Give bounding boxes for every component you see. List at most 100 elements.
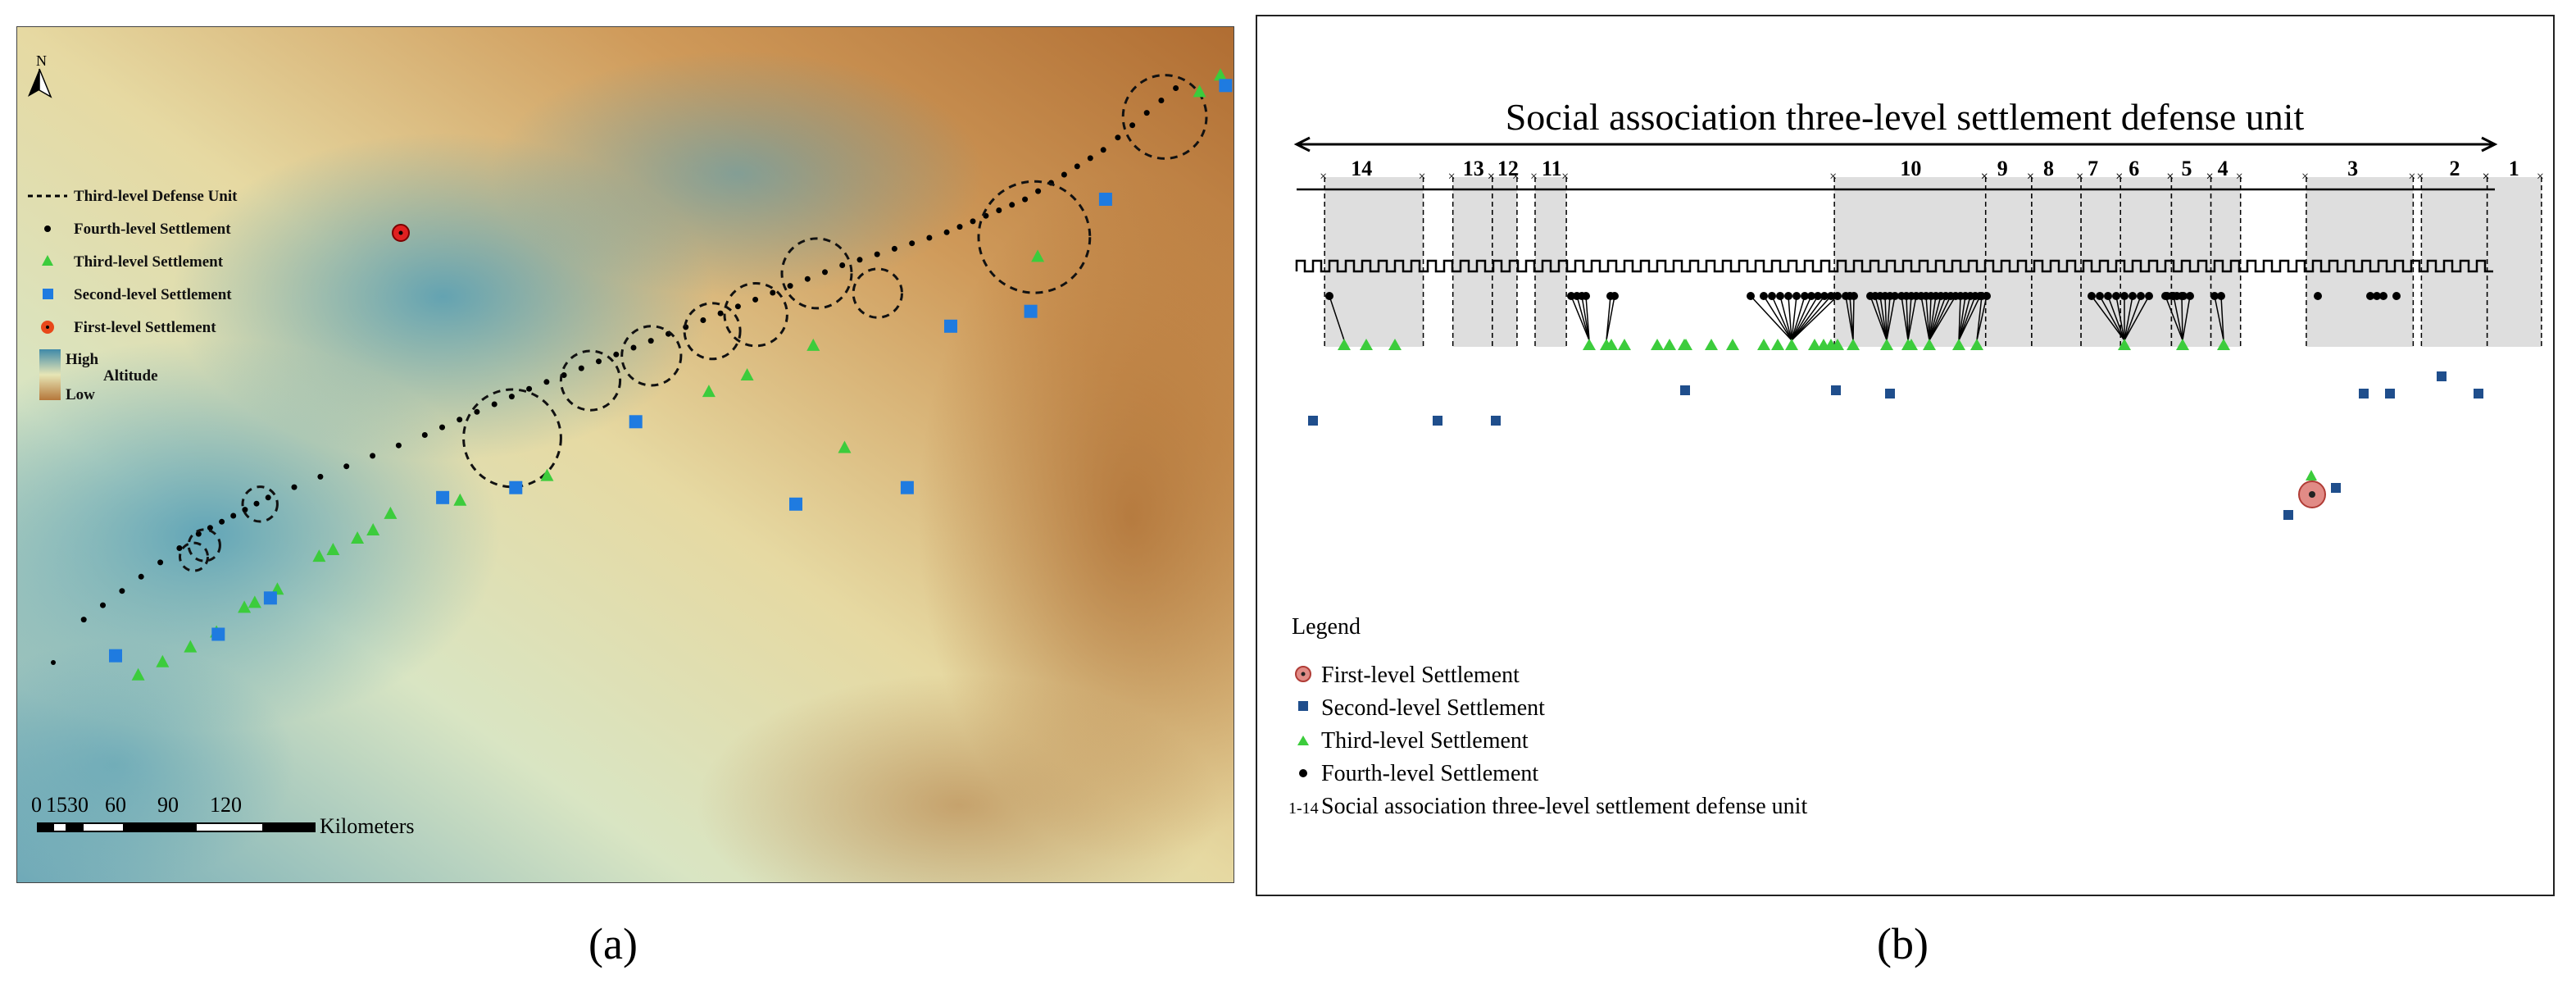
second-level-settlement — [1098, 193, 1112, 206]
settlement-link — [1585, 295, 1590, 341]
third-level-settlement — [1970, 339, 1983, 350]
fourth-level-settlement — [2210, 292, 2219, 300]
fourth-level-settlement — [1820, 292, 1829, 300]
fourth-level-settlement — [822, 269, 828, 276]
third-level-settlement — [1808, 339, 1821, 350]
third-level-settlement — [1905, 339, 1918, 350]
defense-unit-band — [2306, 177, 2414, 347]
second-level-settlement — [629, 415, 643, 429]
fourth-level-settlement — [1173, 85, 1179, 91]
third-level-settlement — [1214, 68, 1228, 81]
fourth-level-settlement — [439, 424, 445, 430]
third-level-settlement — [1605, 339, 1618, 350]
unit-tick: × — [2483, 170, 2490, 184]
third-level-settlement — [312, 549, 326, 562]
fourth-level-settlement — [457, 417, 463, 423]
legend-high: High — [66, 351, 99, 368]
fourth-level-settlement — [2096, 292, 2104, 300]
unit-tick: × — [2416, 170, 2424, 184]
second-level-settlement — [1885, 389, 1895, 399]
scale-tick: 120 — [210, 793, 242, 817]
unit-tick: × — [1829, 170, 1837, 184]
unit-tick: × — [2115, 170, 2123, 184]
settlement-link — [2173, 295, 2183, 341]
fourth-level-settlement — [1115, 134, 1121, 141]
scale-unit: Kilometers — [320, 814, 415, 838]
third-level-settlement — [1651, 339, 1664, 350]
third-level-settlement — [156, 654, 170, 667]
third-level-settlement — [540, 468, 554, 481]
settlement-link — [1788, 295, 1792, 341]
unit-tick: × — [1419, 170, 1426, 184]
settlement-link — [1791, 295, 1806, 341]
defense-unit-circle — [620, 325, 683, 387]
unit-tick: × — [1448, 170, 1456, 184]
second-level-settlement — [509, 481, 523, 494]
fourth-level-settlement — [717, 310, 724, 317]
third-level-settlement — [351, 531, 365, 544]
settlement-link — [2124, 295, 2150, 341]
fourth-level-settlement — [119, 588, 125, 594]
defense-unit-circle — [559, 349, 622, 412]
fourth-level-settlement — [2120, 292, 2128, 300]
settlement-link — [1929, 295, 1951, 341]
fourth-level-settlement — [230, 512, 237, 519]
fourth-level-settlement — [1784, 292, 1792, 300]
unit-number: 9 — [1997, 157, 2008, 180]
fourth-level-settlement — [1143, 110, 1150, 116]
settlement-links — [1329, 295, 2224, 341]
fourth-level-settlement — [1747, 292, 1755, 300]
fourth-level-settlement — [1833, 292, 1842, 300]
fourth-level-settlement — [474, 408, 480, 415]
north-label: N — [36, 52, 47, 69]
fourth-level-settlement — [734, 303, 741, 310]
fourth-level-settlement — [1807, 292, 1815, 300]
fourth-level-settlement — [1814, 292, 1822, 300]
fourth-level-settlement — [2112, 292, 2120, 300]
fourth-level-settlement — [543, 379, 550, 385]
fourth-level-settlement — [561, 372, 567, 378]
defense-unit-circle — [780, 237, 853, 310]
settlement-link — [1958, 295, 1976, 341]
fourth-level-settlement — [630, 344, 637, 351]
unit-tick: × — [2027, 170, 2034, 184]
second-level-settlement — [1831, 385, 1841, 395]
altitude-ramp — [39, 349, 61, 400]
second-level-settlement — [109, 649, 122, 663]
fourth-level-settlement — [2379, 292, 2387, 300]
fourth-level-settlement — [1850, 292, 1858, 300]
fourth-level-settlements-b — [1325, 292, 2401, 300]
third-level-settlement — [2176, 339, 2189, 350]
settlement-link — [1907, 295, 1912, 341]
settlement-link — [1925, 295, 1930, 341]
settlement-link — [1791, 295, 1825, 341]
fourth-level-settlement — [253, 500, 260, 507]
fourth-level-settlement — [2179, 292, 2188, 300]
fourth-level-settlement — [421, 432, 428, 438]
fourth-level-settlement — [1009, 202, 1015, 208]
fourth-level-settlement — [787, 283, 793, 289]
defense-unit-band — [2171, 177, 2211, 347]
third-level-settlement — [1847, 339, 1860, 350]
settlement-link — [1886, 295, 1896, 341]
fourth-level-settlement — [926, 235, 933, 241]
settlement-link — [1791, 295, 1819, 341]
first-level-settlement — [392, 224, 410, 242]
fourth-level-settlement — [195, 531, 202, 537]
map-panel: N Third-level Defense Unit Fourth-level … — [16, 26, 1234, 883]
defense-unit-band — [2487, 177, 2542, 347]
fourth-level-settlement — [578, 365, 584, 371]
fourth-level-settlement — [909, 240, 915, 247]
fourth-level-settlement — [291, 484, 298, 490]
settlement-link — [1976, 295, 1988, 341]
fourth-level-settlement — [1074, 163, 1080, 170]
third-level-settlement — [326, 543, 340, 556]
fourth-level-settlement — [1022, 196, 1029, 203]
first-level-settlement-b — [2298, 470, 2326, 508]
unit-tick: × — [1530, 170, 1538, 184]
legend-fourth: Fourth-level Settlement — [74, 221, 231, 238]
settlement-link — [1976, 295, 1983, 341]
unit-number: 8 — [2043, 157, 2054, 180]
unit-tick: × — [2206, 170, 2214, 184]
legend-unit-b: Social association three-level settlemen… — [1321, 794, 1807, 819]
